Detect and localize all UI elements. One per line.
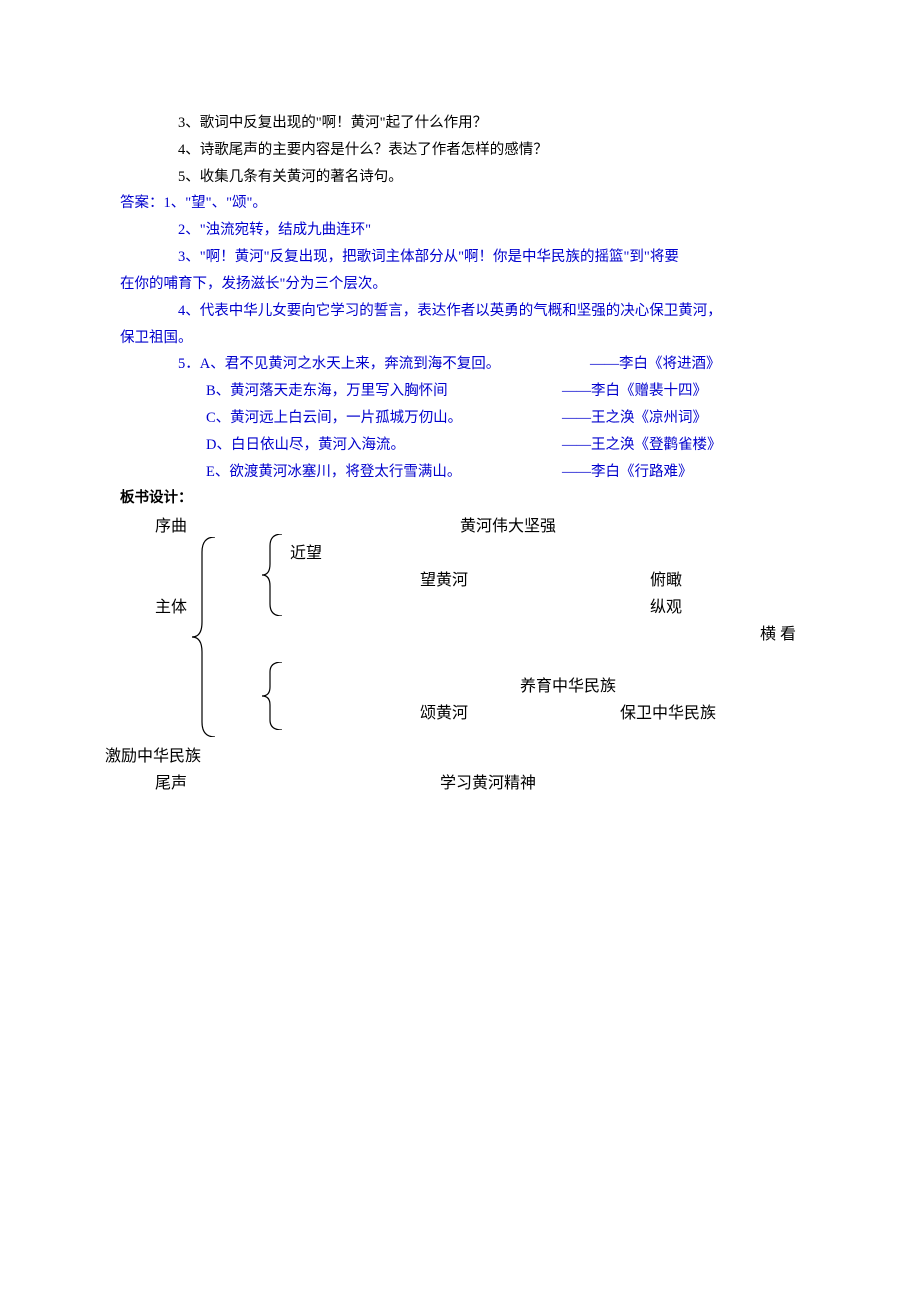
- poem-b-source: ——李白《赠裴十四》: [562, 378, 707, 405]
- diagram-huanghe-weida: 黄河伟大坚强: [460, 512, 556, 536]
- question-4: 4、诗歌尾声的主要内容是什么？表达了作者怎样的感情？: [120, 137, 800, 164]
- poem-a-row: 5．A、君不见黄河之水天上来，奔流到海不复回。 ——李白《将进酒》: [120, 351, 800, 378]
- answer-3-line1: 3、"啊！黄河"反复出现，把歌词主体部分从"啊！你是中华民族的摇篮"到"将要: [120, 244, 800, 271]
- answer-1-line: 答案：1、"望"、"颂"。: [120, 190, 800, 217]
- answer-4-line2: 保卫祖国。: [120, 325, 800, 352]
- poem-e-row: E、欲渡黄河冰塞川，将登太行雪满山。 ——李白《行路难》: [120, 459, 800, 486]
- poem-c: C、黄河远上白云间，一片孤城万仞山。: [206, 410, 462, 426]
- diagram-jili: 激励中华民族: [105, 742, 201, 766]
- answer-1: 1、"望"、"颂"。: [164, 195, 267, 211]
- brace-upper: [260, 534, 286, 616]
- answer-3-line2: 在你的哺育下，发扬滋长"分为三个层次。: [120, 271, 800, 298]
- answer-label: 答案：: [120, 195, 164, 211]
- poem-e: E、欲渡黄河冰塞川，将登太行雪满山。: [206, 464, 461, 480]
- diagram-yangyu: 养育中华民族: [520, 672, 616, 696]
- diagram-zhuti: 主体: [155, 593, 187, 617]
- diagram-xuqu: 序曲: [155, 512, 187, 536]
- poem-a: 5．A、君不见黄河之水天上来，奔流到海不复回。: [178, 356, 500, 372]
- poem-e-source: ——李白《行路难》: [562, 459, 693, 486]
- question-3: 3、歌词中反复出现的"啊！黄河"起了什么作用？: [120, 110, 800, 137]
- brace-lower: [260, 662, 286, 730]
- diagram-wang-huanghe: 望黄河: [420, 566, 468, 590]
- poem-d: D、白日依山尽，黄河入海流。: [206, 437, 405, 453]
- brace-main: [190, 537, 220, 737]
- poem-c-row: C、黄河远上白云间，一片孤城万仞山。 ——王之涣《凉州词》: [120, 405, 800, 432]
- diagram-fukan: 俯瞰: [650, 566, 682, 590]
- poem-a-source: ——李白《将进酒》: [590, 351, 721, 378]
- board-design-title: 板书设计：: [120, 485, 800, 512]
- poem-d-source: ——王之涣《登鹳雀楼》: [562, 432, 722, 459]
- diagram: 序曲 黄河伟大坚强 近望 望黄河 俯瞰 主体 纵观 横 看 养育中华民族 颂黄河…: [120, 512, 800, 792]
- diagram-weisheng: 尾声: [155, 769, 187, 793]
- poem-d-row: D、白日依山尽，黄河入海流。 ——王之涣《登鹳雀楼》: [120, 432, 800, 459]
- poem-b: B、黄河落天走东海，万里写入胸怀间: [206, 383, 448, 399]
- question-5: 5、收集几条有关黄河的著名诗句。: [120, 164, 800, 191]
- diagram-hengkan: 横 看: [760, 620, 796, 644]
- diagram-xuexi: 学习黄河精神: [440, 769, 536, 793]
- poem-b-row: B、黄河落天走东海，万里写入胸怀间 ——李白《赠裴十四》: [120, 378, 800, 405]
- diagram-song-huanghe: 颂黄河: [420, 699, 468, 723]
- poem-c-source: ——王之涣《凉州词》: [562, 405, 707, 432]
- diagram-jinwang: 近望: [290, 539, 322, 563]
- answer-4-line1: 4、代表中华儿女要向它学习的誓言，表达作者以英勇的气概和坚强的决心保卫黄河，: [120, 298, 800, 325]
- diagram-baowei: 保卫中华民族: [620, 699, 716, 723]
- diagram-zongguan: 纵观: [650, 593, 682, 617]
- answer-2: 2、"浊流宛转，结成九曲连环": [120, 217, 800, 244]
